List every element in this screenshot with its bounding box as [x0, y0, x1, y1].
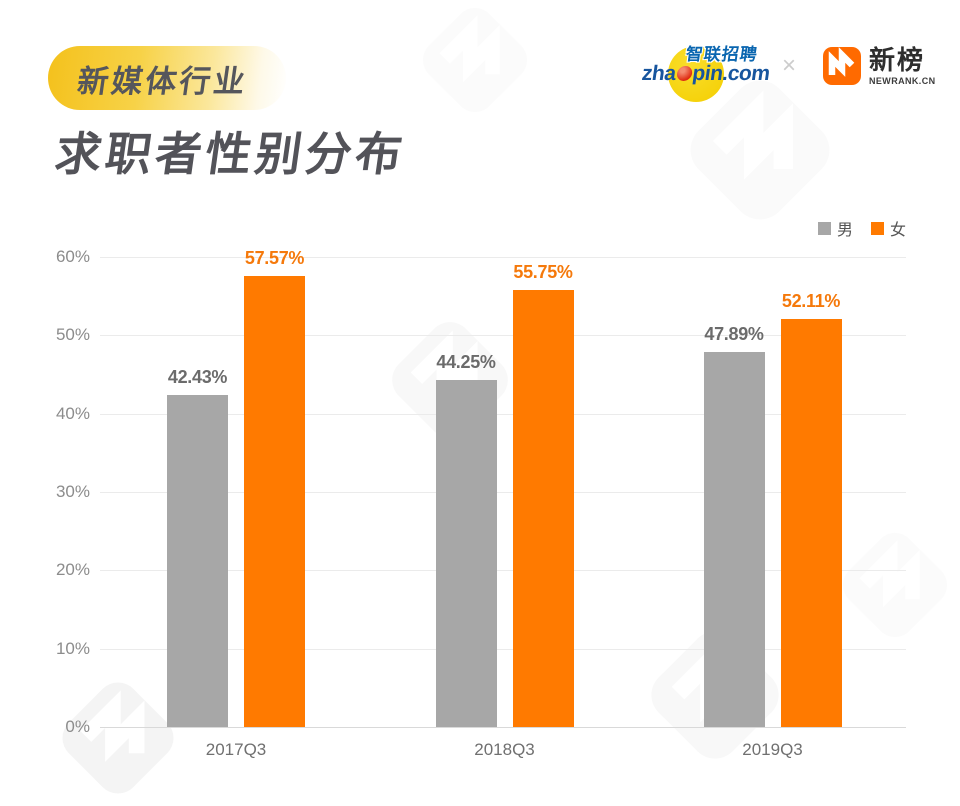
category-badge: 新媒体行业: [48, 46, 286, 110]
gridline-0%: [100, 727, 906, 728]
y-axis-tick-0%: 0%: [65, 717, 90, 736]
bar-女-2019Q3: [780, 318, 842, 727]
gridline-50%: [100, 335, 906, 337]
gridline-40%: [100, 413, 906, 415]
bar-chart: 0% 10% 20% 30% 40% 50% 60% 42.43% 57.57% 2017Q3 44…: [56, 247, 906, 759]
bar-value-男-2019Q3: 47.89%: [704, 323, 764, 344]
legend-label-female: 女: [889, 222, 906, 239]
chart-legend: 男 女: [817, 216, 906, 240]
newrank-icon: [823, 47, 861, 85]
y-axis-tick-50%: 50%: [55, 325, 90, 345]
y-axis-tick-20%: 20%: [55, 560, 90, 580]
legend-item-female: 女: [870, 216, 906, 240]
legend-label-male: 男: [836, 222, 853, 239]
bar-女-2018Q3: [512, 290, 574, 727]
x-axis-tick-2018Q3: 2018Q3: [474, 740, 535, 759]
y-axis-tick-30%: 30%: [55, 482, 90, 501]
category-badge-label: 新媒体行业: [75, 63, 251, 99]
bar-男-2019Q3: [703, 351, 765, 727]
bar-value-女-2019Q3: 52.11%: [781, 290, 841, 311]
y-axis-tick-60%: 60%: [55, 247, 90, 266]
bar-value-女-2017Q3: 57.57%: [244, 248, 305, 269]
zhaopin-red-dot-icon: [675, 66, 693, 81]
page-title: 求职者性别分布: [51, 128, 410, 180]
bar-value-男-2018Q3: 44.25%: [436, 352, 496, 373]
x-axis-tick-2017Q3: 2017Q3: [205, 740, 267, 759]
gridline-20%: [100, 570, 906, 572]
zhaopin-logo: 智联招聘 zha pin.com: [640, 38, 785, 104]
x-axis-tick-2019Q3: 2019Q3: [742, 740, 803, 759]
male-swatch-icon: [817, 221, 831, 235]
y-axis-tick-40%: 40%: [55, 403, 90, 423]
bar-女-2017Q3: [244, 276, 305, 727]
newrank-domain-label: NEWRANK.CN: [869, 76, 936, 86]
logo-separator: ×: [782, 52, 797, 79]
legend-item-male: 男: [817, 216, 853, 240]
gridline-10%: [100, 648, 906, 650]
y-axis-tick-10%: 10%: [55, 638, 90, 658]
gridline-30%: [100, 492, 906, 493]
newrank-logo: 新榜 NEWRANK.CN: [822, 44, 936, 86]
gridline-60%: [100, 257, 906, 258]
bar-value-女-2018Q3: 55.75%: [513, 262, 573, 283]
bar-男-2018Q3: [435, 380, 497, 727]
bar-男-2017Q3: [167, 394, 228, 727]
female-swatch-icon: [870, 221, 884, 235]
zhaopin-domain-label: zha pin.com: [640, 62, 772, 85]
newrank-chinese-label: 新榜: [869, 45, 926, 75]
watermark-newrank-icon: [411, 0, 538, 124]
bar-value-男-2017Q3: 42.43%: [167, 366, 228, 387]
